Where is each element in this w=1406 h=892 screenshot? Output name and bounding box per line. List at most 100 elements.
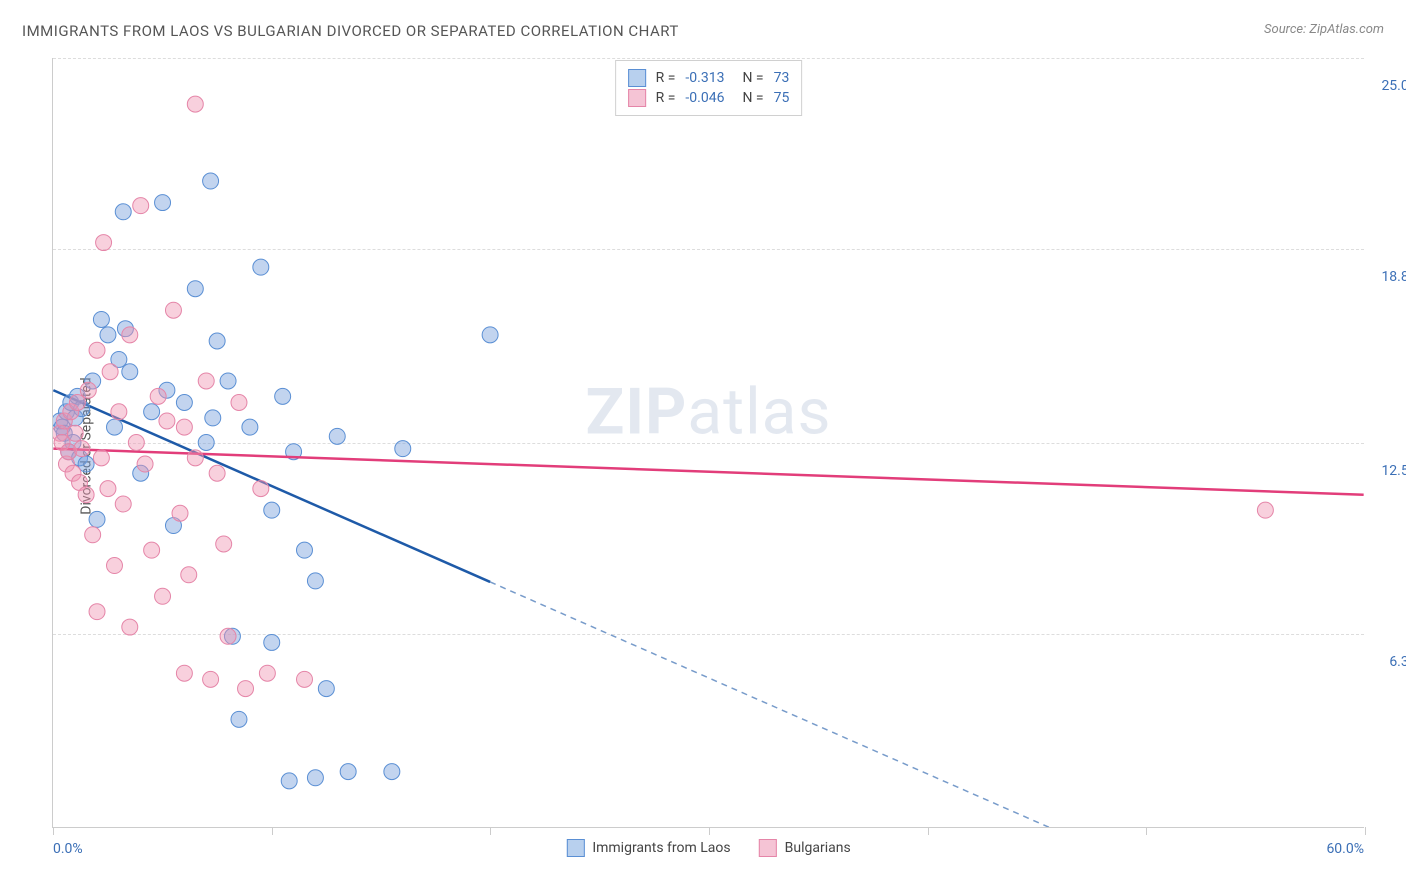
data-point: [281, 773, 297, 789]
data-point: [482, 327, 498, 343]
data-point: [89, 342, 105, 358]
data-point: [107, 558, 123, 574]
data-point: [205, 410, 221, 426]
data-point: [165, 302, 181, 318]
x-tick: [709, 827, 710, 835]
n-label: N =: [742, 70, 763, 86]
data-point: [220, 628, 236, 644]
data-point: [203, 671, 219, 687]
data-point: [122, 327, 138, 343]
x-tick: [1146, 827, 1147, 835]
swatch-series-0: [566, 839, 584, 857]
chart-title: IMMIGRANTS FROM LAOS VS BULGARIAN DIVORC…: [22, 22, 679, 40]
data-point: [111, 404, 127, 420]
data-point: [89, 511, 105, 527]
data-point: [93, 311, 109, 327]
data-point: [329, 428, 345, 444]
data-point: [340, 764, 356, 780]
data-point: [144, 542, 160, 558]
x-tick: [53, 827, 54, 835]
data-point: [69, 395, 85, 411]
data-point: [176, 665, 192, 681]
data-point: [238, 681, 254, 697]
n-value-0: 73: [774, 70, 790, 86]
swatch-series-1: [759, 839, 777, 857]
data-point: [137, 456, 153, 472]
data-point: [181, 567, 197, 583]
data-point: [115, 496, 131, 512]
legend-correlation-box: R = -0.313 N = 73 R = -0.046 N = 75: [615, 60, 803, 116]
data-point: [307, 770, 323, 786]
data-point: [307, 573, 323, 589]
data-point: [384, 764, 400, 780]
data-point: [264, 502, 280, 518]
data-point: [128, 435, 144, 451]
legend-row-series-1: R = -0.046 N = 75: [628, 89, 790, 107]
data-point: [275, 388, 291, 404]
data-point: [176, 419, 192, 435]
data-point: [155, 195, 171, 211]
legend-item-1: Bulgarians: [759, 839, 851, 857]
r-value-1: -0.046: [685, 90, 724, 106]
data-point: [231, 711, 247, 727]
data-point: [259, 665, 275, 681]
x-tick: [490, 827, 491, 835]
data-point: [100, 481, 116, 497]
plot-area: ZIPatlas R = -0.313 N = 73 R = -0.046 N …: [52, 58, 1364, 828]
data-point: [96, 235, 112, 251]
data-point: [78, 487, 94, 503]
data-point: [198, 435, 214, 451]
chart-svg: [53, 58, 1364, 827]
data-point: [89, 604, 105, 620]
data-point: [122, 619, 138, 635]
data-point: [209, 465, 225, 481]
data-point: [100, 327, 116, 343]
x-min-label: 0.0%: [53, 841, 83, 857]
data-point: [1257, 502, 1273, 518]
n-label: N =: [742, 90, 763, 106]
x-tick: [1365, 827, 1366, 835]
data-point: [122, 364, 138, 380]
y-tick-label: 18.8%: [1381, 269, 1406, 285]
data-point: [203, 173, 219, 189]
data-point: [187, 450, 203, 466]
legend-row-series-0: R = -0.313 N = 73: [628, 69, 790, 87]
data-point: [297, 542, 313, 558]
data-point: [220, 373, 236, 389]
data-point: [159, 413, 175, 429]
data-point: [187, 281, 203, 297]
data-point: [209, 333, 225, 349]
swatch-series-0: [628, 69, 646, 87]
data-point: [144, 404, 160, 420]
data-point: [216, 536, 232, 552]
trendline-dashed: [490, 582, 1364, 827]
legend-series-names: Immigrants from Laos Bulgarians: [566, 839, 850, 857]
trendline-solid: [53, 449, 1363, 495]
n-value-1: 75: [774, 90, 790, 106]
r-label: R =: [656, 90, 676, 106]
data-point: [318, 681, 334, 697]
data-point: [102, 364, 118, 380]
data-point: [85, 527, 101, 543]
data-point: [297, 671, 313, 687]
y-tick-label: 6.3%: [1389, 654, 1406, 670]
data-point: [242, 419, 258, 435]
data-point: [115, 204, 131, 220]
data-point: [74, 441, 90, 457]
source-attribution: Source: ZipAtlas.com: [1264, 22, 1384, 37]
data-point: [107, 419, 123, 435]
data-point: [67, 425, 83, 441]
data-point: [198, 373, 214, 389]
data-point: [133, 198, 149, 214]
data-point: [80, 382, 96, 398]
series-name-1: Bulgarians: [785, 840, 851, 856]
data-point: [253, 259, 269, 275]
r-label: R =: [656, 70, 676, 86]
data-point: [395, 441, 411, 457]
y-tick-label: 25.0%: [1381, 78, 1406, 94]
x-tick: [272, 827, 273, 835]
data-point: [231, 395, 247, 411]
data-point: [172, 505, 188, 521]
legend-item-0: Immigrants from Laos: [566, 839, 730, 857]
swatch-series-1: [628, 89, 646, 107]
